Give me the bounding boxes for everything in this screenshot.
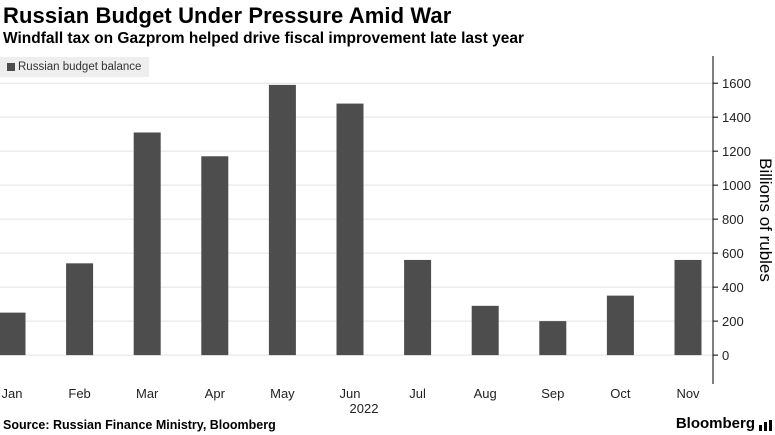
x-tick-label: Nov bbox=[676, 386, 700, 401]
x-tick-label: Apr bbox=[205, 386, 226, 401]
x-axis-year-label: 2022 bbox=[350, 401, 379, 416]
y-tick-label: 1600 bbox=[722, 76, 751, 91]
legend-label: Russian budget balance bbox=[18, 61, 142, 73]
x-tick-label: Feb bbox=[68, 386, 90, 401]
x-tick-label: May bbox=[270, 386, 295, 401]
bar-aug bbox=[471, 305, 499, 356]
x-tick-label: Jan bbox=[2, 386, 23, 401]
y-tick-label: 1200 bbox=[722, 144, 751, 159]
chart-title: Russian Budget Under Pressure Amid War bbox=[3, 3, 452, 28]
bar-apr bbox=[201, 156, 229, 356]
y-tick-label: 0 bbox=[722, 348, 729, 363]
chart-bars-icon bbox=[759, 420, 772, 431]
y-axis: 0 200 400 600 800 1000 1200 1400 1600 bbox=[712, 56, 751, 384]
y-tick-label: 800 bbox=[722, 212, 744, 227]
x-tick-label: Oct bbox=[610, 386, 631, 401]
y-tick-label: 200 bbox=[722, 314, 744, 329]
source-note: Source: Russian Finance Ministry, Bloomb… bbox=[3, 418, 276, 432]
y-axis-title: Billions of rubles bbox=[756, 158, 775, 282]
legend-swatch bbox=[7, 62, 15, 71]
chart-subtitle: Windfall tax on Gazprom helped drive fis… bbox=[3, 30, 524, 47]
x-tick-label: Sep bbox=[541, 386, 564, 401]
y-tick-label: 600 bbox=[722, 246, 744, 261]
bar-feb bbox=[66, 263, 94, 356]
y-tick-label: 400 bbox=[722, 280, 744, 295]
legend: Russian budget balance bbox=[0, 57, 150, 77]
y-tick-label: 1400 bbox=[722, 110, 751, 125]
bar-jul bbox=[404, 259, 432, 356]
x-tick-label: Jul bbox=[409, 386, 426, 401]
bar-jan bbox=[0, 312, 26, 356]
bar-jun bbox=[336, 103, 364, 356]
bar-sep bbox=[539, 321, 567, 356]
y-tick-label: 1000 bbox=[722, 178, 751, 193]
brand-logo: Bloomberg bbox=[675, 415, 755, 432]
bars bbox=[0, 84, 702, 356]
x-tick-label: Mar bbox=[136, 386, 159, 401]
bar-mar bbox=[133, 132, 161, 356]
bar-may bbox=[268, 84, 296, 356]
bar-nov bbox=[674, 259, 702, 356]
x-axis-labels: Jan Feb Mar Apr May Jun Jul Aug Sep Oct Nov bbox=[2, 386, 701, 401]
x-tick-label: Aug bbox=[474, 386, 497, 401]
bar-oct bbox=[606, 295, 634, 356]
x-tick-label: Jun bbox=[340, 386, 361, 401]
